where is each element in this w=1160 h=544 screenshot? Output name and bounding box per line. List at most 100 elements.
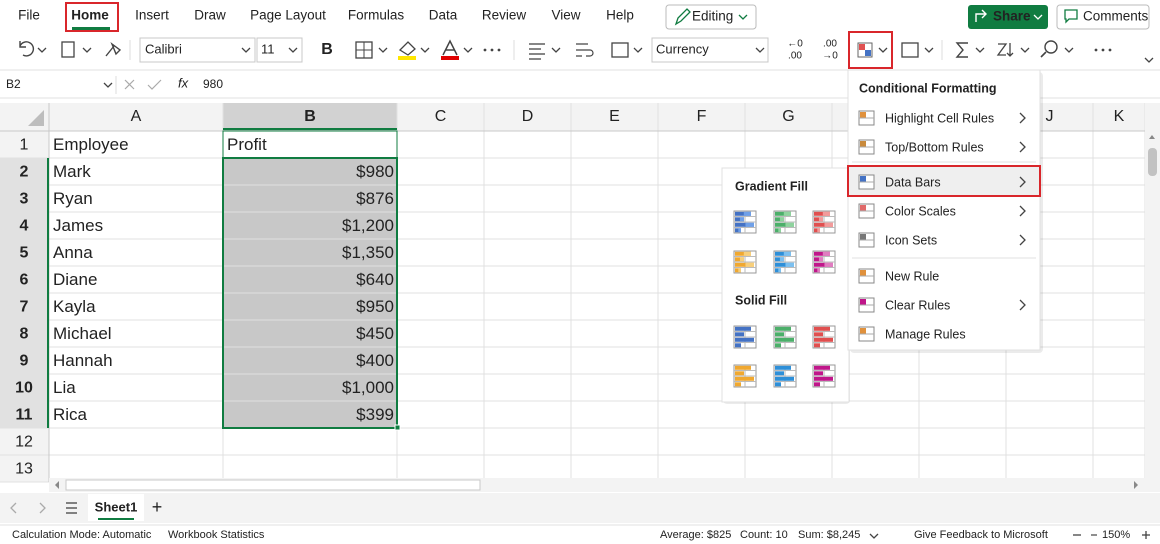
profit-cell[interactable]: $1,350 [342,243,394,262]
row-header[interactable]: 3 [20,191,29,208]
decimal-button-label[interactable]: .00 [788,51,802,62]
data-bar-option[interactable] [812,325,836,349]
header-cell[interactable]: Employee [53,135,129,154]
chevron [633,47,643,53]
profit-cell[interactable]: $980 [356,162,394,181]
sheet-tab[interactable]: Sheet1 [95,499,138,514]
share-label[interactable]: Share [993,9,1031,24]
employee-cell[interactable]: Anna [53,243,93,262]
data-bar-option[interactable] [812,250,836,274]
menu-tab[interactable]: Insert [135,8,169,23]
decimal-button-label[interactable]: →0 [822,51,838,62]
column-header[interactable]: E [609,108,620,125]
decimal-button-label[interactable]: .00 [823,39,837,50]
employee-cell[interactable]: Kayla [53,297,96,316]
menu-item[interactable]: Clear Rules [885,298,950,312]
conditional-formatting-menu [847,69,1041,351]
column-header[interactable]: B [304,108,316,125]
row-header[interactable]: 7 [20,299,29,316]
employee-cell[interactable]: Mark [53,162,91,181]
menu-tab[interactable]: Home [71,8,109,23]
data-bar-option[interactable] [733,364,757,388]
profit-cell[interactable]: $876 [356,189,394,208]
profit-cell[interactable]: $1,200 [342,216,394,235]
row-header[interactable]: 13 [15,461,33,478]
row-header[interactable]: 2 [20,164,29,181]
data-bar-option[interactable] [773,210,797,234]
row-header[interactable]: 12 [15,434,33,451]
data-bar-option[interactable] [733,325,757,349]
number-format[interactable]: Currency [656,41,709,56]
font-name[interactable]: Calibri [145,41,182,56]
profit-cell[interactable]: $399 [356,405,394,424]
menu-tab[interactable]: View [551,8,580,23]
employee-cell[interactable]: Diane [53,270,97,289]
status-item[interactable]: Workbook Statistics [168,529,265,541]
comments-label[interactable]: Comments [1083,9,1149,24]
name-box[interactable]: B2 [6,77,21,91]
menu-item[interactable]: New Rule [885,269,939,283]
menu-tab[interactable]: Formulas [348,8,405,23]
profit-cell[interactable]: $1,000 [342,378,394,397]
data-bar-option[interactable] [773,250,797,274]
menu-item[interactable]: Icon Sets [885,233,937,247]
data-bar-option-part [783,211,791,216]
menu-tab[interactable]: Help [606,8,634,23]
data-bar-option[interactable] [773,325,797,349]
row-header[interactable]: 6 [20,272,29,289]
menu-item[interactable]: Top/Bottom Rules [885,140,984,154]
status-bar [0,525,1160,544]
menu-tab[interactable]: Data [429,8,458,23]
column-header[interactable]: J [1046,108,1054,125]
row-header[interactable]: 1 [20,137,29,154]
column-header[interactable]: C [435,108,447,125]
profit-cell[interactable]: $400 [356,351,394,370]
employee-cell[interactable]: Ryan [53,189,93,208]
employee-cell[interactable]: James [53,216,103,235]
row-header[interactable]: 11 [16,407,33,424]
menu-tab[interactable]: Draw [194,8,226,23]
data-bar-option[interactable] [733,250,757,274]
menu-tab[interactable]: Review [482,8,527,23]
editing-label[interactable]: Editing [692,9,733,24]
bold-button[interactable]: B [321,41,333,58]
header-cell[interactable]: Profit [227,135,267,154]
employee-cell[interactable]: Hannah [53,351,113,370]
menu-item[interactable]: Color Scales [885,204,956,218]
data-bar-option-part [785,222,794,227]
profit-cell[interactable]: $640 [356,270,394,289]
decimal-button-label[interactable]: ←0 [787,39,803,50]
data-bar-option-part [778,228,781,233]
menu-item[interactable]: Manage Rules [885,327,966,341]
employee-cell[interactable]: Lia [53,378,76,397]
row-header[interactable]: 5 [20,245,29,262]
data-bar-option[interactable] [812,364,836,388]
status-item: Average: $825 [660,529,731,541]
row-header[interactable]: 9 [20,353,29,370]
column-header[interactable]: G [782,108,794,125]
employee-cell[interactable]: Michael [53,324,112,343]
row-header[interactable]: 4 [20,218,29,235]
profit-cell[interactable]: $950 [356,297,394,316]
employee-cell[interactable]: Rica [53,405,88,424]
row-header[interactable]: 8 [20,326,29,343]
data-bar-option[interactable] [773,364,797,388]
data-bar-option-part [814,326,830,331]
menu-tab[interactable]: File [18,8,40,23]
profit-cell[interactable]: $450 [356,324,394,343]
column-header[interactable]: F [697,108,707,125]
zoom-level[interactable]: 150% [1102,529,1130,541]
menu-item[interactable]: Highlight Cell Rules [885,111,994,125]
data-bar-option[interactable] [733,210,757,234]
add-sheet[interactable]: + [152,497,163,517]
status-item[interactable]: Give Feedback to Microsoft [914,529,1048,541]
menu-item[interactable]: Data Bars [885,175,941,189]
column-header[interactable]: D [522,108,534,125]
row-header[interactable]: 10 [15,380,33,397]
chevron [103,82,113,88]
column-header[interactable]: K [1114,108,1125,125]
data-bar-option[interactable] [812,210,836,234]
menu-tab[interactable]: Page Layout [250,8,326,23]
column-header[interactable]: A [131,108,142,125]
font-size[interactable]: 11 [261,41,275,56]
